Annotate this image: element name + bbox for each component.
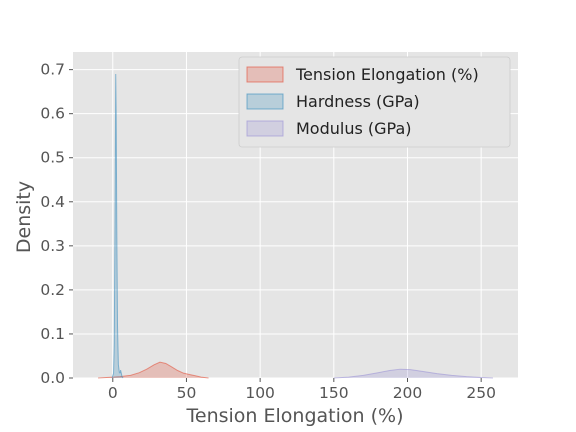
series-line-2 <box>333 368 493 379</box>
x-tick-label: 50 <box>177 384 197 402</box>
legend-swatch-1 <box>246 93 284 110</box>
legend-label-1: Hardness (GPa) <box>296 92 420 111</box>
x-tick-label: 200 <box>393 384 423 402</box>
series-line-0 <box>98 361 209 379</box>
series-area-0 <box>98 362 209 378</box>
y-axis-ticks: 0.0 0.1 0.2 0.3 0.4 0.5 0.6 0.7 <box>40 61 73 387</box>
x-axis-label: Tension Elongation (%) <box>186 405 404 427</box>
x-axis-ticks: 0 50 100 150 200 250 <box>108 378 496 402</box>
y-tick-label: 0.2 <box>40 281 65 299</box>
legend-label-0: Tension Elongation (%) <box>295 65 479 84</box>
y-tick-label: 0.5 <box>40 149 65 167</box>
y-tick-label: 0.3 <box>40 237 65 255</box>
y-tick-label: 0.1 <box>40 325 65 343</box>
y-tick-label: 0.7 <box>40 61 65 79</box>
legend-label-2: Modulus (GPa) <box>296 119 412 138</box>
legend: Tension Elongation (%) Hardness (GPa) Modu… <box>238 56 511 148</box>
legend-swatch-0 <box>246 66 284 83</box>
x-tick-label: 0 <box>108 384 118 402</box>
y-tick-label: 0.0 <box>40 369 65 387</box>
y-axis-label: Density <box>13 181 35 253</box>
y-tick-label: 0.4 <box>40 193 65 211</box>
y-tick-label: 0.6 <box>40 105 65 123</box>
legend-frame <box>238 56 511 148</box>
x-tick-label: 100 <box>245 384 275 402</box>
x-tick-label: 250 <box>466 384 496 402</box>
legend-swatch-2 <box>246 120 284 137</box>
series-layer <box>98 74 493 379</box>
series-line-1 <box>111 74 124 379</box>
x-tick-label: 150 <box>319 384 349 402</box>
